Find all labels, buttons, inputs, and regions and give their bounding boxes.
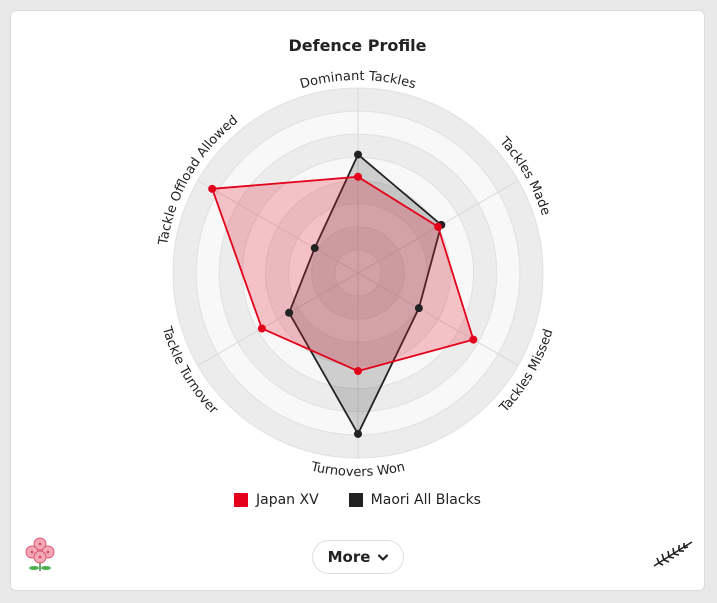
silver-fern-logo-icon [651,539,695,573]
chart-card: Defence Profile Dominant Tackles Tackles … [10,10,705,591]
radar-spoke [357,272,519,366]
legend-item-maori[interactable]: Maori All Blacks [348,492,481,508]
data-point-japan-xv[interactable] [469,335,478,344]
legend: Japan XV Maori All Blacks [11,492,704,508]
legend-swatch-maori [348,493,363,507]
more-button-label: More [327,548,371,566]
data-point-japan-xv[interactable] [354,172,362,181]
more-button[interactable]: More [312,540,404,574]
radar-spoke [197,180,359,274]
legend-label-japan: Japan XV [256,492,319,508]
legend-item-japan[interactable]: Japan XV [234,492,319,508]
radar-spoke [197,272,359,366]
data-point-japan-xv[interactable] [208,184,217,193]
axis-label: Turnovers Won [309,459,407,480]
data-point-japan-xv[interactable] [434,222,443,231]
data-point-maori-all-blacks[interactable] [354,429,362,438]
data-point-japan-xv[interactable] [257,324,266,333]
data-point-maori-all-blacks[interactable] [310,244,319,253]
data-point-maori-all-blacks[interactable] [354,150,362,159]
chevron-down-icon [378,548,389,566]
data-point-maori-all-blacks[interactable] [285,308,294,317]
sakura-logo-icon [23,536,57,576]
chart-title: Defence Profile [288,36,427,55]
data-point-japan-xv[interactable] [354,367,362,376]
legend-label-maori: Maori All Blacks [370,492,481,508]
legend-swatch-japan [234,493,248,507]
radar-series [208,150,478,438]
data-point-maori-all-blacks[interactable] [414,304,423,313]
